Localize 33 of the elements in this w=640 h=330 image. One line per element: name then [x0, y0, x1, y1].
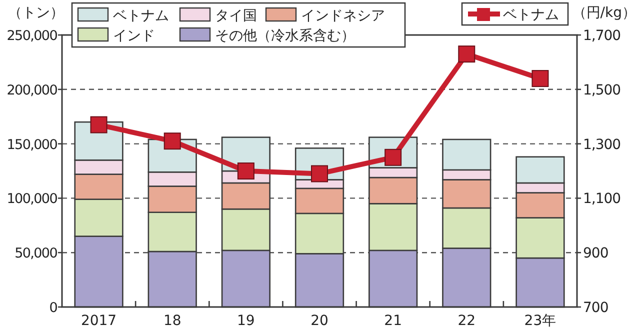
x-tick-label: 20	[310, 313, 328, 329]
y2-tick-label: 1,300	[583, 136, 621, 153]
y2-axis-title: （円/kg）	[572, 5, 636, 21]
x-tick-label: 2017	[80, 313, 117, 329]
point	[164, 132, 181, 150]
y-tick-label: 50,000	[14, 246, 58, 262]
point	[532, 70, 549, 88]
y2-tick-label: 1,700	[583, 28, 621, 44]
legend-label: インドネシア	[301, 8, 385, 24]
x-tick-label: 18	[163, 313, 182, 329]
point	[458, 46, 476, 63]
y-tick-label: 250,000	[6, 28, 58, 44]
y2-tick-label: 700	[583, 300, 608, 316]
point	[237, 162, 254, 180]
x-tick-label: 22	[458, 313, 476, 329]
legend-label: その他（冷水系含む）	[215, 28, 355, 44]
x-tick-label: 23年	[524, 313, 556, 329]
legend-label: ベトナム	[113, 8, 169, 24]
y-tick-label: 100,000	[6, 191, 58, 208]
y2-tick-label: 1,100	[583, 191, 621, 208]
legend-label: ベトナム	[503, 7, 559, 23]
y-tick-label: 0	[49, 300, 58, 316]
point	[311, 165, 328, 182]
legend-label: インド	[113, 28, 155, 44]
point	[90, 116, 108, 134]
y-tick-label: 150,000	[6, 136, 58, 153]
y2-tick-label: 900	[583, 246, 608, 262]
y2-tick-label: 1,500	[583, 82, 621, 98]
legend-label: タイ国	[215, 8, 257, 24]
x-tick-label: 19	[237, 313, 255, 329]
y-axis-title: （トン）	[8, 5, 64, 21]
x-tick-label: 21	[384, 313, 402, 329]
y-tick-label: 200,000	[6, 82, 58, 98]
